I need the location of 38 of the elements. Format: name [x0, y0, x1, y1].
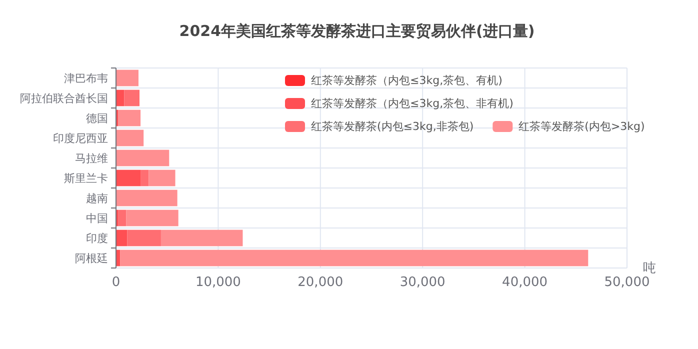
y-tick-label: 阿根廷	[75, 252, 108, 265]
x-axis-title: 吨	[643, 261, 656, 276]
y-tick-label: 津巴布韦	[64, 72, 108, 85]
legend-label: 红茶等发酵茶(内包>3kg)	[518, 120, 645, 133]
y-tick-label: 马拉维	[75, 152, 108, 165]
bar	[116, 90, 124, 106]
y-tick-label: 德国	[86, 112, 108, 125]
x-tick-label: 0	[112, 275, 120, 290]
bar	[118, 110, 141, 126]
bar	[148, 170, 176, 186]
y-tick-label: 印度尼西亚	[53, 132, 108, 145]
y-tick-label: 阿拉伯联合酋长国	[20, 92, 108, 105]
legend-label: 红茶等发酵茶（内包≤3kg,茶包、非有机)	[311, 96, 514, 110]
x-tick-label: 20,000	[298, 275, 344, 290]
legend-label: 红茶等发酵茶(内包≤3kg,非茶包)	[311, 120, 474, 133]
bar	[127, 230, 161, 246]
y-tick-label: 中国	[86, 212, 108, 225]
y-tick-label: 越南	[86, 192, 108, 205]
bar	[116, 230, 128, 246]
bar	[116, 170, 141, 186]
bar	[116, 150, 170, 166]
bar	[126, 210, 178, 226]
y-tick-label: 印度	[86, 232, 108, 245]
bar	[120, 250, 588, 266]
bar	[124, 90, 140, 106]
legend-label: 红茶等发酵茶（内包≤3kg,茶包、有机)	[311, 74, 502, 87]
y-tick-label: 斯里兰卡	[64, 172, 108, 185]
chart-title: 2024年美国红茶等发酵茶进口主要贸易伙伴(进口量)	[179, 22, 535, 40]
bar	[140, 170, 149, 186]
bar	[116, 190, 178, 206]
bar	[160, 230, 243, 246]
x-tick-label: 10,000	[195, 275, 241, 290]
bar	[116, 70, 138, 86]
x-tick-label: 40,000	[502, 275, 548, 290]
bar	[116, 130, 144, 146]
bar	[118, 210, 126, 226]
x-tick-label: 30,000	[400, 275, 446, 290]
x-tick-label: 50,000	[604, 275, 650, 290]
